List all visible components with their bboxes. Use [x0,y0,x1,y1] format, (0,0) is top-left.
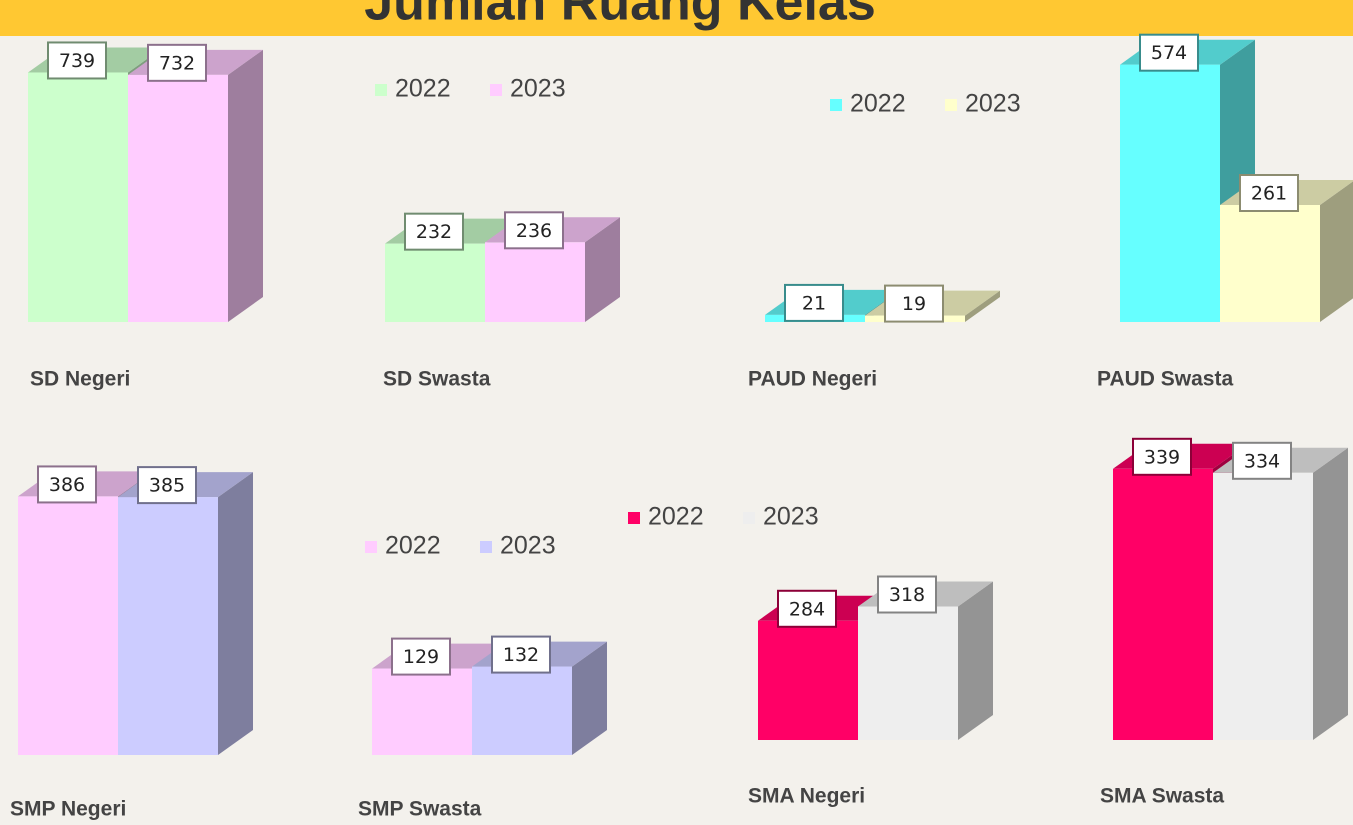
category-label: SMA Negeri [748,785,865,808]
legend-label: 2022 [648,503,704,531]
value-label-box [391,637,451,676]
bar [18,496,118,755]
value-label-box [1132,437,1192,476]
legend-swatch [480,541,492,553]
bar-side [228,49,263,322]
value-label-box [504,211,564,250]
category-label: PAUD Swasta [1097,368,1233,391]
bar-side [1320,181,1353,322]
value-label-box [884,284,944,323]
value-label: 318 [889,584,925,606]
value-label-box [491,635,551,674]
value-label: 236 [516,220,552,242]
value-label-box [1239,174,1299,212]
chart: SD Negeri 739 732 [28,41,263,391]
chart: SD Swasta 232 2022 236 2023 [375,75,620,391]
value-label: 129 [403,646,439,668]
title-band [0,0,1353,36]
value-label-box [37,465,97,504]
bar [485,242,585,322]
bar [758,620,858,740]
chart: PAUD Negeri 21 2022 19 2023 [748,90,1021,391]
chart: SMP Swasta 129 2022 132 2023 [358,532,607,821]
chart: SMA Negeri 284 2022 318 2023 [628,503,993,808]
value-label: 19 [902,293,926,315]
value-label: 261 [1251,183,1287,205]
value-label: 574 [1151,42,1187,64]
bar-side [218,472,253,755]
legend-swatch [830,99,842,111]
bar [472,666,572,755]
bar [858,606,958,740]
category-label: SD Swasta [383,368,491,391]
category-label: SD Negeri [30,368,130,391]
bar-side [585,217,620,322]
value-label: 739 [59,50,95,72]
category-label: SMP Negeri [10,798,126,821]
value-label: 339 [1144,446,1180,468]
bar [372,668,472,755]
bar [385,243,485,322]
bar [118,497,218,755]
legend-label: 2023 [965,90,1021,118]
value-label-box [877,575,937,614]
category-label: PAUD Negeri [748,368,877,391]
legend-label: 2022 [850,90,906,118]
bar-side [965,290,1000,322]
category-label: SMA Swasta [1100,785,1224,808]
legend-swatch [945,99,957,111]
bar [1120,64,1220,323]
legend-label: 2023 [763,503,819,531]
bar [28,72,128,322]
category-label: SMP Swasta [358,798,482,821]
legend-label: 2023 [510,75,566,103]
chart: SMA Swasta 339 334 [1100,437,1348,808]
legend-label: 2023 [500,532,556,560]
value-label-box [1232,441,1292,480]
bar [1220,205,1320,322]
value-label-box [1139,33,1199,72]
value-label-box [47,41,107,80]
value-label: 386 [49,474,85,496]
legend-swatch [743,512,755,524]
chart: PAUD Swasta 574 261 [1097,33,1353,391]
legend-label: 2022 [385,532,441,560]
legend-swatch [375,84,387,96]
value-label: 385 [149,475,185,497]
value-label: 21 [802,292,826,314]
value-label: 334 [1244,450,1280,472]
bar-side [572,641,607,755]
value-label: 232 [416,221,452,243]
value-label-box [137,466,197,505]
value-label-box [404,212,464,251]
value-label-box [784,283,844,322]
value-label-box [147,43,207,82]
chart: SMP Negeri 386 385 [10,465,253,821]
value-label: 732 [159,52,195,74]
legend-swatch [365,541,377,553]
bar-side [1313,447,1348,740]
legend-label: 2022 [395,75,451,103]
bar-side [958,581,993,740]
value-label: 284 [789,598,825,620]
value-label: 132 [503,644,539,666]
legend-swatch [628,512,640,524]
legend-swatch [490,84,502,96]
value-label-box [777,589,837,628]
bar [128,74,228,322]
bar [1213,472,1313,740]
page-title: Jumlah Ruang Kelas [364,0,875,32]
bar [1113,468,1213,740]
